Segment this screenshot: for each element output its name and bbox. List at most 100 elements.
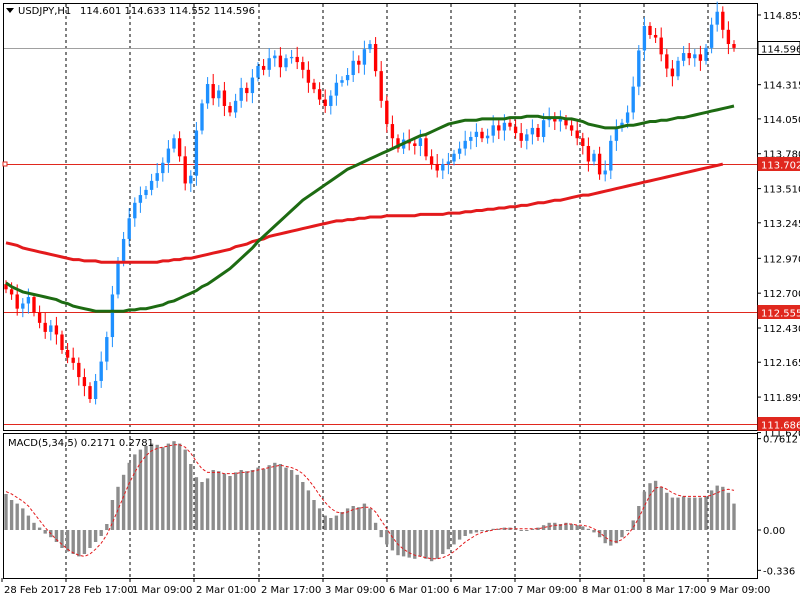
macd-histogram-bar <box>424 530 428 559</box>
candle-body <box>614 127 619 141</box>
candle-body <box>289 56 294 59</box>
candle-body <box>536 127 540 137</box>
candle-body <box>553 117 557 122</box>
candle-body <box>704 47 708 61</box>
macd-histogram-bar <box>127 462 131 530</box>
macd-tick-label: -0.336 <box>763 566 795 577</box>
macd-histogram-bar <box>205 478 210 530</box>
macd-histogram-bar <box>525 530 529 531</box>
candle-body <box>530 127 535 135</box>
level-price-label: 113.702 <box>761 161 800 172</box>
macd-histogram-bar <box>295 474 299 530</box>
candle-body <box>413 143 417 146</box>
candle-body <box>245 87 249 94</box>
time-label: 6 Mar 01:00 <box>389 585 449 596</box>
candle-body <box>9 289 14 295</box>
level-price-tag <box>757 305 800 319</box>
time-label: 9 Mar 09:00 <box>710 585 770 596</box>
macd-histogram-bar <box>446 530 451 550</box>
candle-body <box>687 53 691 59</box>
macd-histogram-bar <box>368 508 372 530</box>
level-price-tag <box>757 157 800 171</box>
macd-histogram-bar <box>93 530 98 542</box>
macd-histogram-bar <box>726 492 731 530</box>
macd-histogram-bar <box>519 530 523 531</box>
macd-histogram-bar <box>429 530 434 562</box>
macd-histogram-bar <box>676 497 680 530</box>
time-label: 2 Mar 01:00 <box>196 585 256 596</box>
candle-body <box>357 60 361 65</box>
macd-histogram-bar <box>77 530 81 557</box>
macd-histogram-bar <box>138 449 143 530</box>
macd-histogram-bar <box>121 474 126 530</box>
candle-body <box>93 380 98 400</box>
price-tick-label: 114.855 <box>763 11 800 22</box>
macd-label: MACD(5,34,5) 0.2171 0.2781 <box>8 438 154 449</box>
dropdown-triangle-icon[interactable] <box>6 8 14 13</box>
price-tick-label: 112.430 <box>763 324 800 335</box>
macd-histogram-bar <box>149 443 154 530</box>
macd-histogram-bar <box>245 471 249 530</box>
candle-body <box>435 164 439 171</box>
macd-histogram-bar <box>625 530 630 531</box>
price-tick-label: 113.780 <box>763 150 800 161</box>
macd-histogram-bar <box>642 491 647 530</box>
macd-histogram-bar <box>659 486 663 530</box>
macd-histogram-bar <box>418 530 423 557</box>
candle-body <box>306 69 311 83</box>
macd-histogram-bar <box>603 530 607 544</box>
slow-ma-line <box>5 162 724 264</box>
macd-histogram-bar <box>463 530 467 536</box>
macd-histogram-bar <box>317 508 322 530</box>
candle-body <box>222 90 227 106</box>
candle-body <box>698 54 703 61</box>
macd-histogram-bar <box>43 530 47 534</box>
candle-body <box>446 161 451 165</box>
macd-histogram-bar <box>597 530 602 538</box>
candle-body <box>172 138 176 149</box>
level-price-label: 111.686 <box>761 421 800 432</box>
macd-histogram-bar <box>715 485 719 530</box>
macd-histogram-bar <box>211 470 215 530</box>
macd-histogram-bar <box>183 449 187 530</box>
level-price-label: 112.555 <box>761 309 800 320</box>
macd-histogram-bar <box>256 467 260 530</box>
candle-body <box>603 170 607 175</box>
price-axis: 114.855114.585114.315114.050113.780113.5… <box>757 11 800 577</box>
macd-histogram-bar <box>60 530 64 548</box>
macd-histogram-bar <box>401 530 406 557</box>
candle-body <box>726 29 731 45</box>
candle-body <box>32 297 36 313</box>
candle-body <box>491 125 495 136</box>
level-anchor <box>2 161 8 167</box>
price-tick-label: 111.620 <box>763 429 800 440</box>
candle-body <box>312 82 316 90</box>
macd-histogram-bar <box>189 464 193 530</box>
candle-body <box>256 65 260 78</box>
candle-body <box>228 105 232 113</box>
macd-histogram-bar <box>452 530 456 545</box>
macd-histogram-bar <box>250 470 255 530</box>
macd-histogram-bar <box>581 526 585 530</box>
candle-body <box>121 238 126 261</box>
macd-histogram-bar <box>340 512 344 530</box>
candle-body <box>575 130 579 139</box>
candle-body <box>284 58 288 68</box>
macd-histogram-bar <box>65 530 70 552</box>
macd-histogram-bar <box>9 500 14 530</box>
macd-histogram-bar <box>681 496 686 530</box>
candle-body <box>681 53 686 61</box>
level-price-tag <box>757 417 800 431</box>
candle-body <box>597 153 602 175</box>
macd-histogram-bar <box>469 530 473 534</box>
macd-histogram-bar <box>513 528 518 530</box>
candle-body <box>273 55 277 59</box>
macd-histogram-bar <box>133 454 137 530</box>
macd-histogram-bar <box>497 528 501 530</box>
level-price-tag <box>757 41 800 55</box>
macd-histogram-bar <box>648 483 652 530</box>
macd-histogram-bar <box>228 476 232 530</box>
candle-body <box>351 60 355 75</box>
